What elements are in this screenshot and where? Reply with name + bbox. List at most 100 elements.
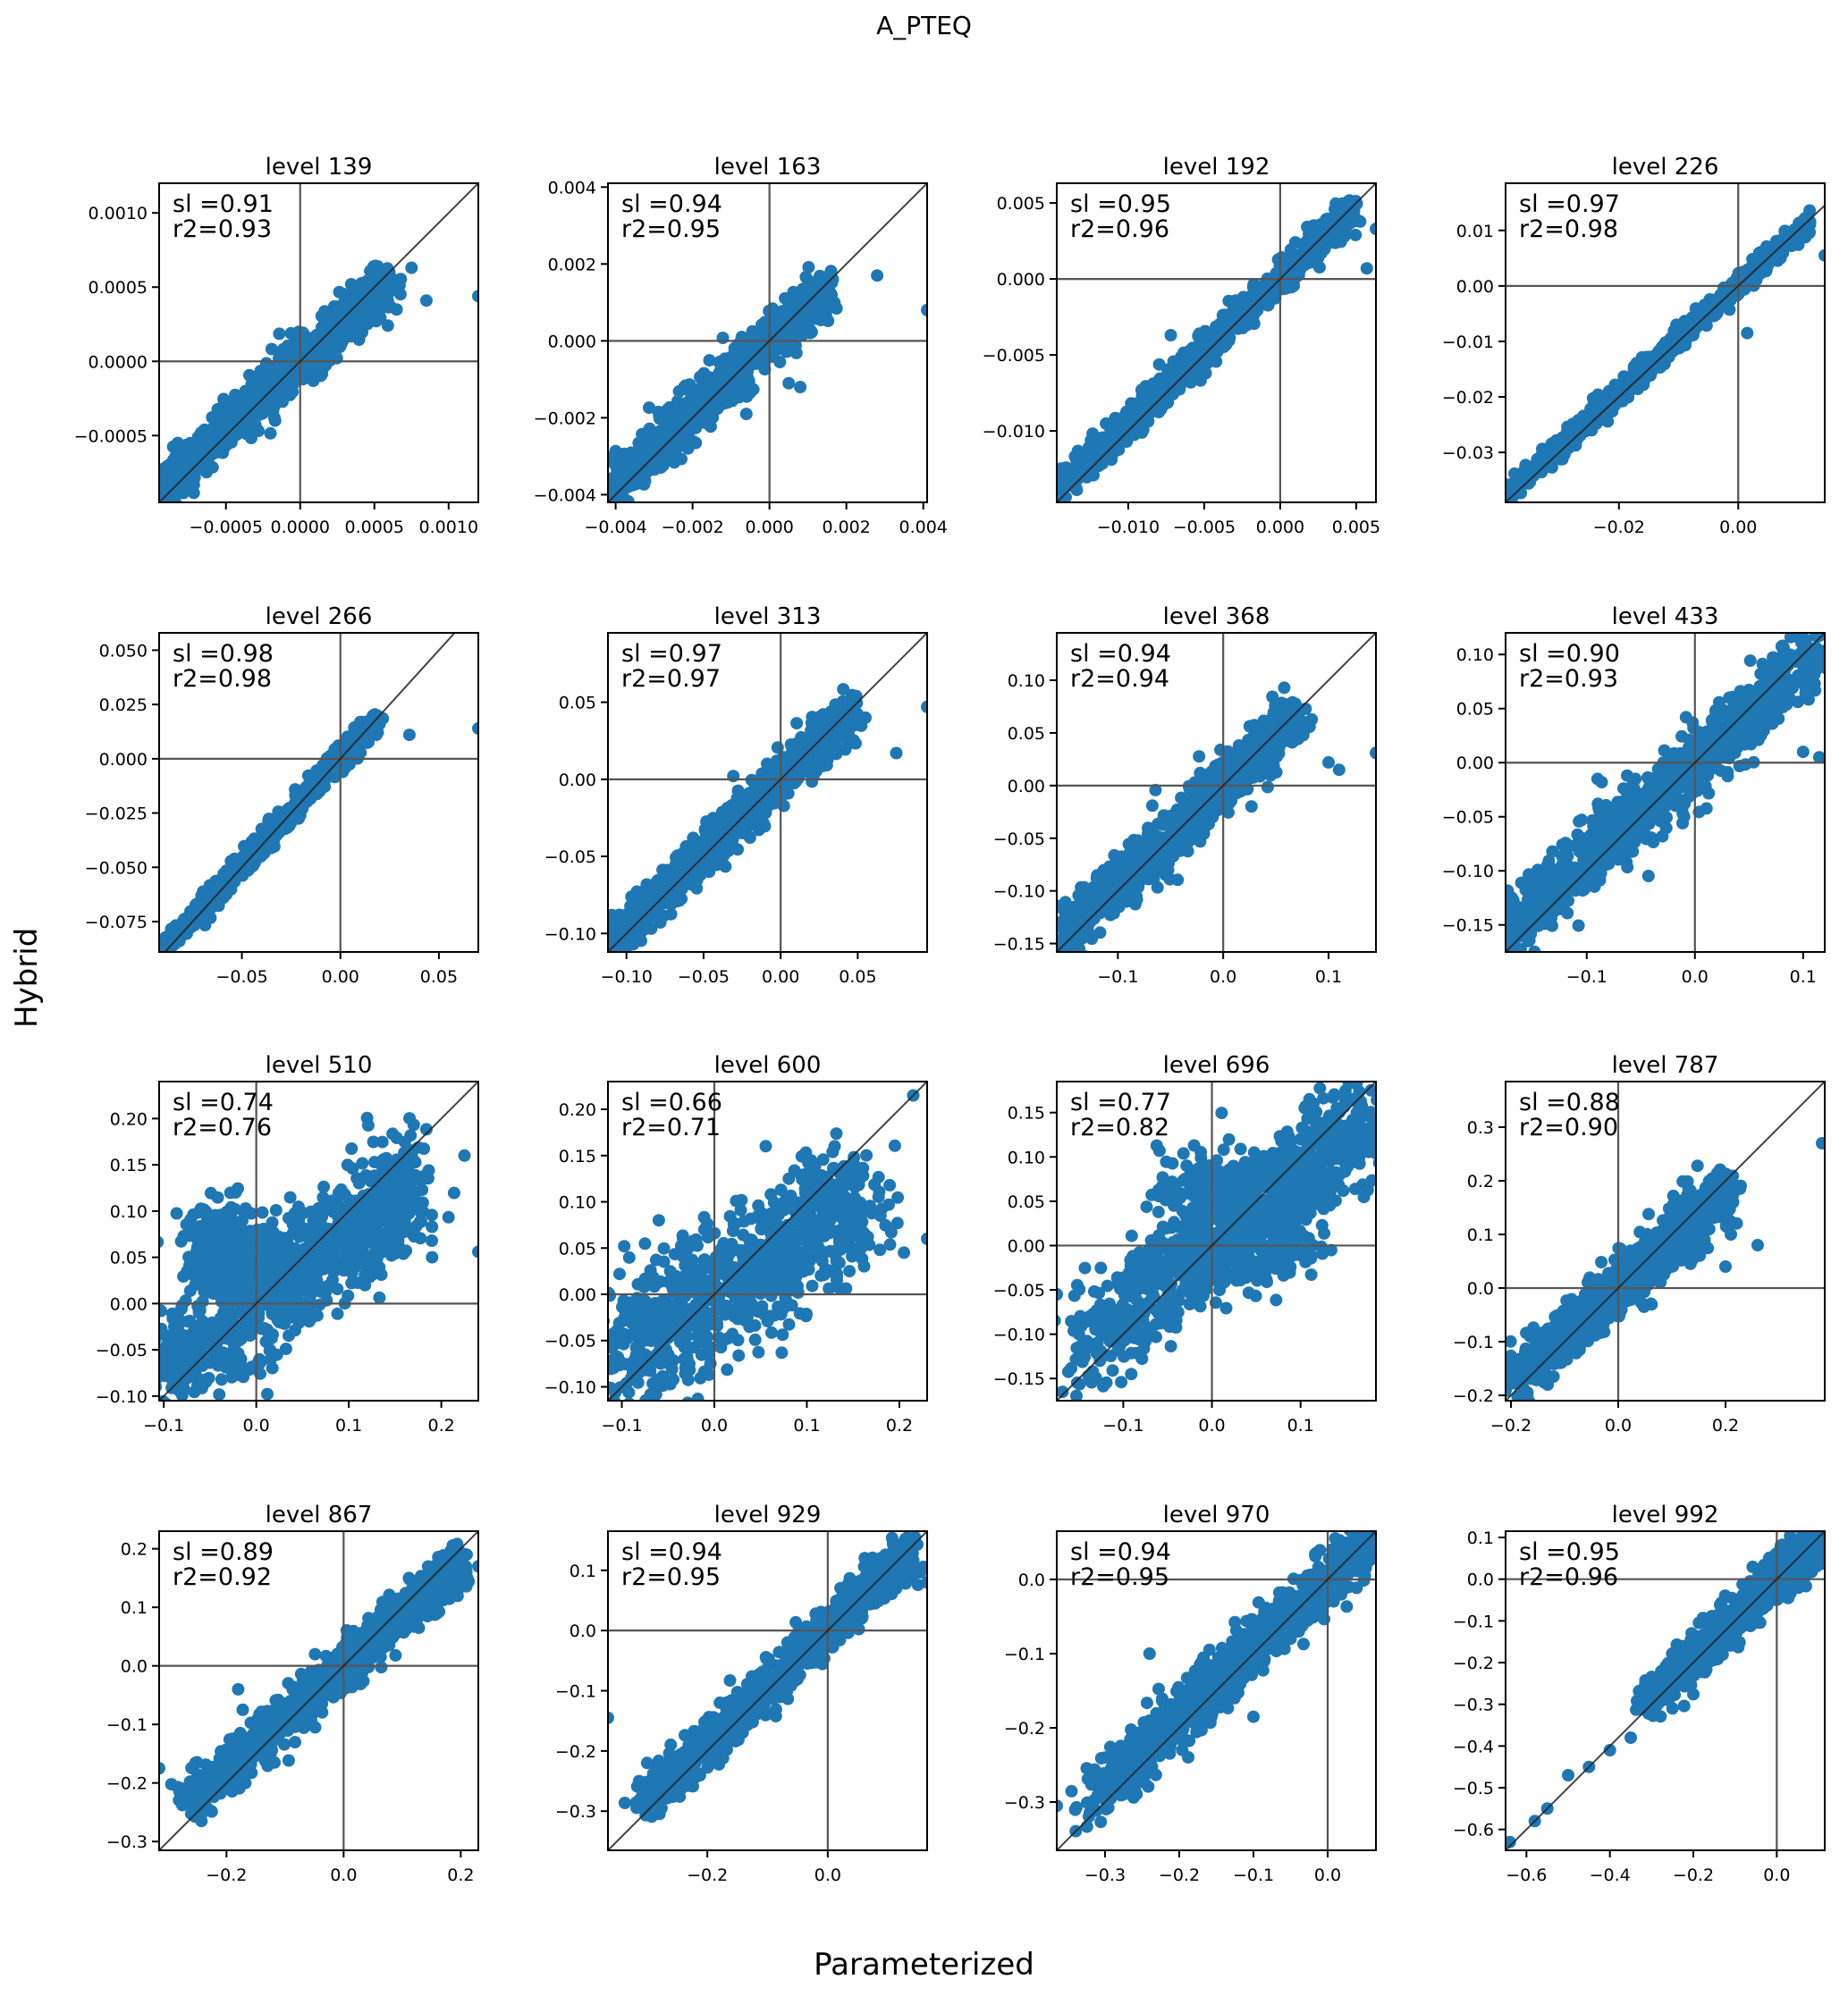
- scatter-point: [802, 261, 815, 274]
- scatter-point: [743, 386, 756, 400]
- outlier-point: [739, 408, 753, 421]
- x-tick-label: 0.004: [899, 518, 947, 537]
- scatter-point: [267, 374, 281, 387]
- scatter-point: [1082, 446, 1095, 459]
- scatter-point: [1086, 427, 1100, 441]
- scatter-point: [147, 466, 159, 478]
- x-tick-label: −0.002: [661, 518, 723, 537]
- subplot-title: level 139: [266, 154, 373, 181]
- scatter-point: [1598, 413, 1611, 426]
- scatter-point: [265, 342, 278, 356]
- subplot-title: level 163: [714, 154, 822, 181]
- scatter-point: [264, 426, 277, 440]
- scatter-point: [713, 355, 727, 368]
- scatter-point: [1172, 354, 1186, 367]
- scatter-point: [239, 384, 252, 398]
- outlier-point: [782, 376, 796, 390]
- scatter-point: [643, 456, 656, 469]
- scatter-point: [792, 325, 806, 338]
- scatter-point: [610, 474, 623, 487]
- subplot-title: level 192: [1163, 154, 1270, 181]
- y-tick-label: 0.01: [1456, 222, 1494, 241]
- scatter-point: [159, 951, 166, 952]
- y-tick-label: 0.025: [99, 695, 148, 715]
- scatter-point: [245, 432, 257, 444]
- scatter-point: [1551, 444, 1565, 457]
- points: [146, 259, 478, 502]
- scatter-point: [1312, 261, 1326, 274]
- scatter-point: [327, 763, 341, 776]
- outlier-point: [1818, 248, 1825, 262]
- scatter-point: [239, 393, 252, 407]
- x-tick-label: 0.0010: [419, 518, 478, 537]
- scatter-point: [1334, 235, 1347, 248]
- scatter-point: [206, 460, 219, 474]
- scatter-point: [316, 346, 329, 359]
- scatter-point: [1146, 377, 1160, 391]
- scatter-point: [229, 403, 242, 416]
- y-tick-label: 0.0010: [89, 204, 148, 223]
- scatter-point: [220, 888, 233, 901]
- scatter-point: [212, 899, 225, 913]
- outlier-point: [794, 381, 807, 393]
- scatter-point: [312, 782, 325, 796]
- scatter-point: [781, 322, 795, 334]
- y-tick-label: −0.075: [85, 913, 148, 932]
- r2-annotation: r2=0.98: [1519, 215, 1618, 243]
- slope-annotation: sl =0.97: [1519, 190, 1620, 218]
- scatter-point: [731, 369, 745, 383]
- scatter-point: [167, 951, 171, 952]
- scatter-point: [701, 400, 714, 414]
- scatter-point: [170, 464, 183, 477]
- scatter-point: [195, 428, 208, 442]
- scatter-point: [316, 367, 328, 381]
- scatter-point: [249, 370, 263, 383]
- scatter-point: [1140, 391, 1152, 404]
- scatter-point: [680, 406, 694, 419]
- x-tick-label: 0.0000: [271, 518, 330, 537]
- scatter-point: [1133, 415, 1146, 428]
- scatter-point: [358, 303, 371, 316]
- figure-title: A_PTEQ: [876, 11, 972, 40]
- scatter-point: [1337, 218, 1349, 232]
- scatter-point: [731, 339, 745, 352]
- scatter-point: [659, 424, 672, 437]
- slope-annotation: sl =0.98: [173, 640, 274, 668]
- scatter-point: [1720, 287, 1734, 300]
- identity-line: [608, 183, 927, 502]
- scatter-point: [637, 477, 651, 491]
- scatter-point: [1122, 428, 1135, 442]
- scatter-point: [811, 303, 824, 316]
- scatter-point: [390, 303, 403, 316]
- scatter-point: [672, 384, 686, 398]
- scatter-point: [197, 461, 210, 475]
- y-tick-label: 0.000: [997, 270, 1045, 290]
- scatter-point: [609, 444, 622, 458]
- scatter-point: [266, 404, 280, 417]
- x-tick-label: 0.005: [1332, 518, 1380, 537]
- scatter-point: [332, 321, 345, 334]
- points: [159, 708, 478, 952]
- scatter-point: [1344, 196, 1357, 209]
- scatter-point: [284, 326, 298, 340]
- scatter-point: [146, 480, 158, 493]
- x-tick-label: 0.00: [322, 967, 359, 987]
- scatter-point: [206, 422, 219, 435]
- scatter-point: [830, 302, 843, 315]
- subplot: −0.004 −0.002 0.000 0.002 0.004−0.004−0.0020…: [534, 154, 948, 537]
- x-tick-label: 0.000: [745, 518, 793, 537]
- scatter-point: [1612, 381, 1625, 393]
- scatter-point: [1235, 295, 1248, 308]
- scatter-point: [1670, 318, 1683, 332]
- scatter-point: [1184, 374, 1197, 387]
- y-tick-label: 0.0005: [89, 278, 148, 298]
- scatter-point: [657, 408, 670, 420]
- outlier-point: [1370, 223, 1376, 235]
- scatter-point: [331, 341, 344, 355]
- outlier-point: [1199, 366, 1212, 380]
- scatter-point: [1555, 434, 1568, 448]
- scatter-point: [231, 856, 244, 870]
- axes-frame: [607, 182, 928, 503]
- scatter-point: [330, 303, 343, 316]
